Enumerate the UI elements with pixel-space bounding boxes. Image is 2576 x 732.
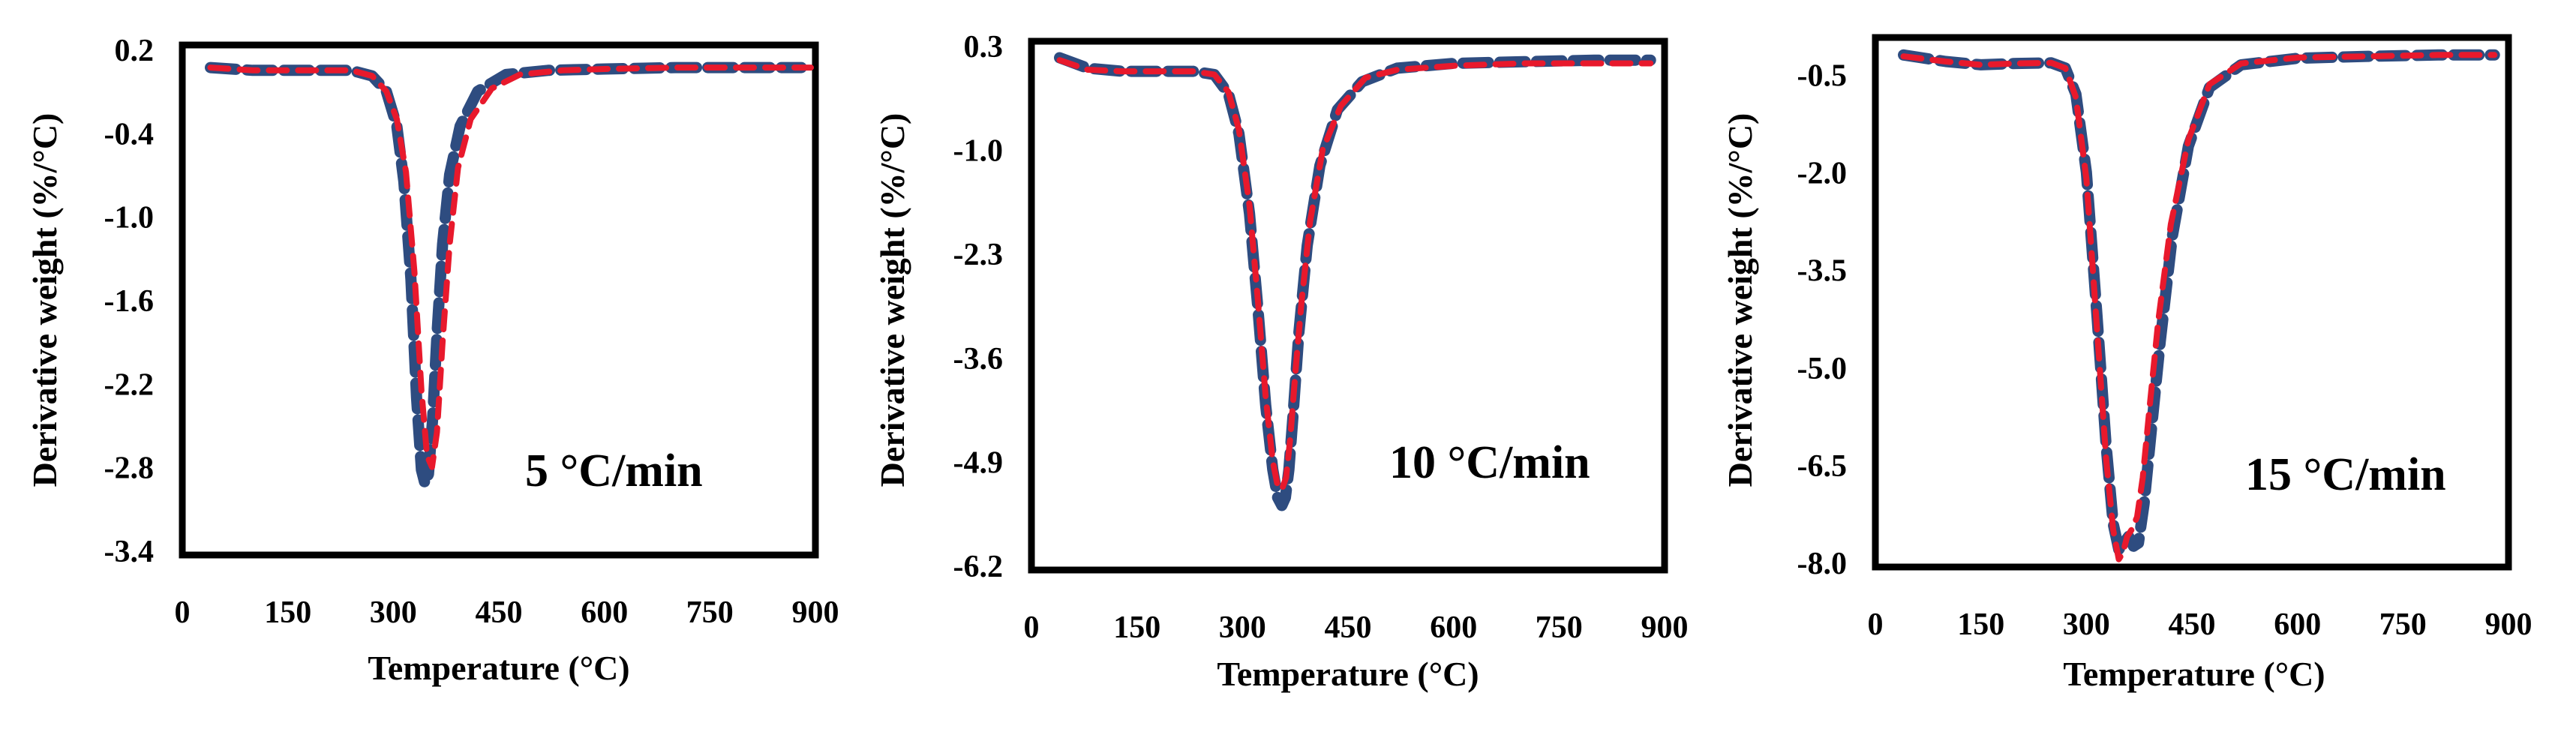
y-tick-label: -0.5: [1797, 58, 1848, 93]
y-tick-label: -6.5: [1797, 449, 1848, 484]
y-tick-label: -3.4: [104, 535, 155, 569]
series-lines: [1898, 49, 2500, 562]
x-tick-label: 300: [1219, 610, 1266, 645]
y-axis-title: Derivative weight (%/°C): [26, 113, 64, 488]
series-line-fitted: [1900, 52, 2498, 562]
x-tick-label: 750: [2379, 608, 2427, 642]
y-tick-label: -6.2: [953, 550, 1004, 584]
y-tick-label: 0.3: [964, 30, 1004, 64]
x-tick-label: 750: [686, 596, 734, 630]
x-tick-label: 0: [1024, 610, 1040, 645]
heating-rate-label: 10 °C/min: [1389, 437, 1590, 488]
y-tick-label: -2.0: [1797, 157, 1848, 191]
panel-5-c-per-min: 0.2 -0.4 -1.0 -1.6 -2.2 -2.8 -3.4 0 150 300 450 60…: [26, 34, 839, 687]
y-tick-label: -0.4: [104, 117, 155, 152]
x-tick-label: 150: [264, 596, 311, 630]
x-tick-labels: 0 150 300 450 600 750 900: [1868, 608, 2532, 642]
y-tick-label: -1.0: [104, 201, 155, 236]
plot-area-frame: [1028, 38, 1668, 574]
y-tick-labels: 0.2 -0.4 -1.0 -1.6 -2.2 -2.8 -3.4: [104, 34, 155, 569]
y-axis-title: Derivative weight (%/°C): [1721, 113, 1759, 488]
y-tick-labels: 0.3 -1.0 -2.3 -3.6 -4.9 -6.2: [953, 30, 1004, 584]
plot-area-frame: [1872, 34, 2512, 571]
y-tick-label: -2.2: [104, 368, 155, 402]
y-tick-label: -2.8: [104, 452, 155, 486]
heating-rate-label: 15 °C/min: [2245, 449, 2446, 500]
x-tick-label: 600: [581, 596, 628, 630]
panel-15-c-per-min: -0.5 -2.0 -3.5 -5.0 -6.5 -8.0 0 150 300 450 600 75…: [1721, 34, 2532, 693]
y-tick-labels: -0.5 -2.0 -3.5 -5.0 -6.5 -8.0: [1797, 58, 1848, 581]
heating-rate-label: 5 °C/min: [525, 446, 703, 496]
x-axis-title: Temperature (°C): [368, 649, 629, 687]
plot-area-frame: [179, 41, 819, 559]
x-tick-label: 300: [2063, 608, 2110, 642]
x-tick-label: 0: [175, 596, 191, 630]
x-tick-label: 600: [2274, 608, 2321, 642]
x-tick-labels: 0 150 300 450 600 750 900: [175, 596, 839, 630]
panel-10-c-per-min: 0.3 -1.0 -2.3 -3.6 -4.9 -6.2 0 150 300 450 600 750…: [873, 30, 1689, 693]
x-tick-label: 300: [370, 596, 417, 630]
x-axis-title: Temperature (°C): [2063, 655, 2325, 693]
x-axis-title: Temperature (°C): [1217, 655, 1479, 693]
y-tick-label: -3.5: [1797, 254, 1848, 289]
y-tick-label: -1.0: [953, 134, 1004, 169]
y-tick-label: -5.0: [1797, 352, 1848, 386]
x-tick-label: 150: [1957, 608, 2004, 642]
x-tick-label: 900: [2485, 608, 2532, 642]
x-tick-labels: 0 150 300 450 600 750 900: [1024, 610, 1689, 645]
y-tick-label: -4.9: [953, 446, 1004, 480]
x-tick-label: 900: [1641, 610, 1689, 645]
y-tick-label: -2.3: [953, 238, 1004, 272]
series-line-fitted: [207, 64, 814, 470]
x-tick-label: 450: [476, 596, 523, 630]
y-tick-label: -3.6: [953, 342, 1004, 376]
y-tick-label: -8.0: [1797, 547, 1848, 581]
x-tick-label: 600: [1430, 610, 1477, 645]
series-lines: [1054, 52, 1656, 512]
series-lines: [205, 62, 814, 490]
x-tick-label: 150: [1113, 610, 1160, 645]
y-axis-title: Derivative weight (%/°C): [873, 113, 911, 488]
x-tick-label: 450: [1325, 610, 1372, 645]
x-tick-label: 450: [2169, 608, 2216, 642]
x-tick-label: 0: [1868, 608, 1884, 642]
y-tick-label: 0.2: [115, 34, 155, 68]
series-line-fitted: [1056, 57, 1654, 493]
series-line-measured: [205, 62, 807, 490]
x-tick-label: 750: [1536, 610, 1583, 645]
y-tick-label: -1.6: [104, 284, 155, 319]
x-tick-label: 900: [792, 596, 839, 630]
